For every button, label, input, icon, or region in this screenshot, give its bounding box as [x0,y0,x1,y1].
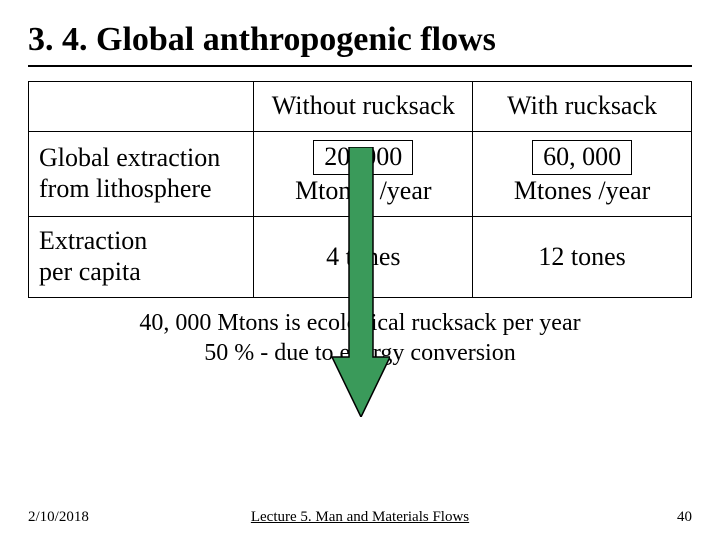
row1-without: 20, 000 Mtones /year [254,132,473,217]
row1-with: 60, 000 Mtones /year [473,132,692,217]
slide-footer: 2/10/2018 Lecture 5. Man and Materials F… [28,509,692,526]
slide-title: 3. 4. Global anthropogenic flows [28,20,692,59]
row2-with: 12 tones [473,216,692,297]
table-row: Global extraction from lithosphere 20, 0… [29,132,692,217]
header-blank [29,82,254,132]
note-line2: 50 % - due to energy conversion [204,340,515,366]
row1-label: Global extraction from lithosphere [29,132,254,217]
note-line1: 40, 000 Mtons is ecological rucksack per… [139,310,580,336]
table-row: Extraction per capita 4 tones 12 tones [29,216,692,297]
row1-a-highlight: 20, 000 [313,140,413,175]
header-without-rucksack: Without rucksack [254,82,473,132]
footer-lecture: Lecture 5. Man and Materials Flows [28,509,692,526]
row2-without: 4 tones [254,216,473,297]
row1-a-sub: Mtones /year [295,176,431,205]
header-with-rucksack: With rucksack [473,82,692,132]
title-divider [28,65,692,67]
data-table: Without rucksack With rucksack Global ex… [28,81,692,298]
footnote: 40, 000 Mtons is ecological rucksack per… [28,308,692,368]
table-header-row: Without rucksack With rucksack [29,82,692,132]
table-container: Without rucksack With rucksack Global ex… [28,81,692,298]
row2-label: Extraction per capita [29,216,254,297]
row1-b-sub: Mtones /year [514,176,650,205]
row1-b-highlight: 60, 000 [532,140,632,175]
